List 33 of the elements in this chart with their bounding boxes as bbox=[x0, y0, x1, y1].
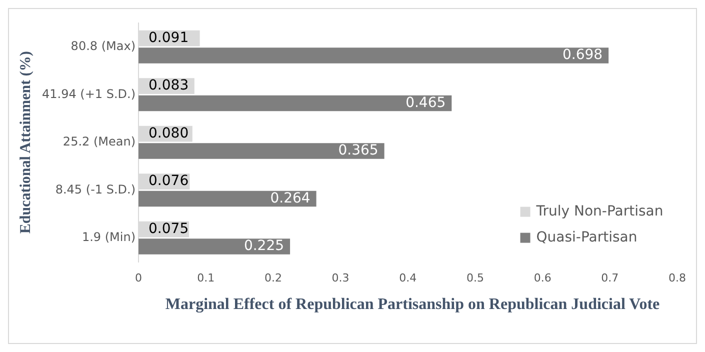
y-tick-label: 80.8 (Max) bbox=[70, 39, 136, 54]
x-tick-label: 0 bbox=[135, 271, 142, 284]
x-tick-label: 0.6 bbox=[534, 271, 552, 284]
data-label: 0.698 bbox=[562, 47, 603, 64]
y-axis-title: Educational Attainment (%) bbox=[18, 51, 34, 234]
data-label: 0.091 bbox=[148, 30, 189, 46]
y-tick-label: 1.9 (Min) bbox=[82, 230, 136, 244]
data-label: 0.083 bbox=[148, 78, 189, 94]
x-tick-label: 0.5 bbox=[466, 271, 484, 284]
data-label: 0.080 bbox=[148, 125, 189, 142]
y-tick-label: 41.94 (+1 S.D.) bbox=[42, 86, 136, 101]
data-label: 0.465 bbox=[406, 94, 446, 111]
bar bbox=[138, 48, 609, 64]
x-tick-label: 0.1 bbox=[197, 271, 215, 284]
data-label: 0.365 bbox=[338, 142, 378, 159]
x-tick-label: 0.3 bbox=[332, 271, 350, 284]
legend-label: Truly Non-Partisan bbox=[535, 203, 664, 220]
data-label: 0.264 bbox=[270, 190, 310, 206]
y-tick-label: 8.45 (-1 S.D.) bbox=[55, 182, 136, 196]
data-label: 0.225 bbox=[244, 238, 284, 254]
bar bbox=[138, 95, 452, 112]
y-tick-label: 25.2 (Mean) bbox=[62, 134, 136, 149]
data-label: 0.075 bbox=[148, 220, 189, 237]
bar bbox=[138, 190, 316, 207]
data-label: 0.076 bbox=[148, 173, 189, 190]
x-tick-label: 0.2 bbox=[264, 271, 282, 284]
x-tick-label: 0.7 bbox=[601, 271, 619, 284]
x-tick-label: 0.4 bbox=[399, 271, 417, 284]
legend-label: Quasi-Partisan bbox=[536, 229, 638, 246]
x-tick-label: 0.8 bbox=[668, 271, 686, 284]
bar bbox=[138, 143, 384, 159]
bar bbox=[138, 238, 290, 254]
x-axis-title: Marginal Effect of Republican Partisanship on Republican Judicial Vote bbox=[164, 295, 661, 315]
